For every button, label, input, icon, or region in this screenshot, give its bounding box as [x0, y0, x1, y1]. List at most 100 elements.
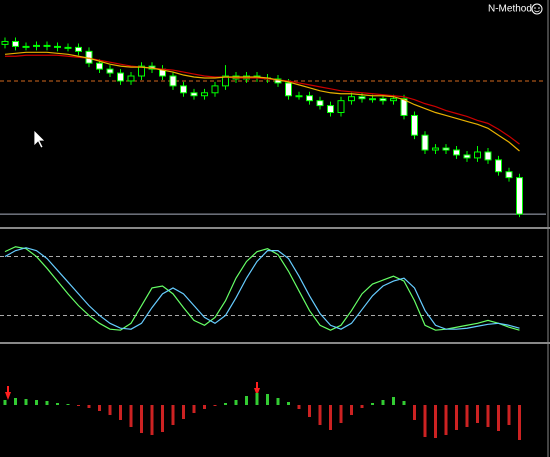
histogram-bar: [171, 405, 175, 425]
histogram-bar: [455, 405, 458, 430]
histogram-bar: [234, 400, 238, 405]
candle-body: [180, 85, 187, 94]
histogram-bar: [507, 405, 511, 425]
histogram-bar: [35, 400, 38, 405]
histogram-bar: [413, 405, 416, 420]
histogram-bar: [444, 405, 448, 435]
histogram-bar: [423, 405, 427, 437]
smiley-icon: [531, 3, 543, 15]
candle-body: [285, 82, 292, 97]
candle-body: [432, 147, 439, 151]
histogram-bar: [203, 405, 206, 409]
candle-body: [348, 96, 355, 102]
histogram-bar: [329, 405, 332, 430]
histogram-bar: [360, 405, 364, 408]
histogram-bar: [287, 402, 290, 405]
candle-body: [54, 45, 61, 48]
candle-body: [369, 98, 376, 101]
histogram-bar: [371, 403, 374, 405]
histogram-bar: [476, 405, 479, 423]
candle-body: [516, 177, 523, 215]
candle-body: [379, 98, 387, 102]
candle-body: [421, 134, 429, 151]
candle-body: [138, 65, 145, 77]
candle-body: [316, 100, 324, 107]
histogram-bar: [486, 405, 490, 427]
candle-body: [337, 100, 345, 114]
indicator-line: [5, 54, 520, 145]
candle-body: [390, 98, 397, 102]
candle-body: [75, 46, 82, 52]
histogram-bar: [3, 400, 7, 405]
candle-body: [358, 96, 366, 100]
candle-body: [400, 98, 408, 116]
candle-body: [211, 85, 219, 94]
candle-body: [64, 46, 72, 49]
mouse-cursor: [33, 129, 46, 149]
candle-body: [127, 75, 135, 82]
histogram-bar: [150, 405, 154, 435]
signal-arrow: [254, 382, 260, 396]
candle-body: [295, 95, 303, 98]
histogram-bar: [140, 405, 143, 433]
candle-body: [190, 92, 198, 97]
histogram-bar: [308, 405, 311, 417]
candle-body: [474, 151, 481, 159]
candle-body: [327, 105, 334, 114]
histogram-bar: [77, 405, 80, 406]
histogram-bar: [245, 396, 248, 405]
candle-body: [411, 114, 418, 136]
candle-body: [484, 151, 492, 161]
histogram-bar: [381, 400, 385, 405]
histogram-bar: [182, 405, 185, 419]
histogram-bar: [276, 398, 280, 405]
histogram-bar: [14, 398, 17, 405]
candle-body: [12, 40, 19, 47]
histogram-bar: [213, 405, 217, 406]
histogram-bar: [161, 405, 164, 432]
histogram-bar: [108, 405, 112, 415]
histogram-bar: [392, 397, 395, 405]
candle-body: [442, 147, 450, 151]
histogram-bar: [497, 405, 500, 431]
histogram-bar: [339, 405, 343, 423]
candle-body: [22, 45, 30, 48]
candle-body: [117, 72, 124, 82]
histogram-bar: [297, 405, 301, 409]
candle-body: [201, 92, 208, 97]
histogram-bar: [434, 405, 437, 438]
indicator-label: N-Method: [488, 4, 532, 15]
histogram-bar: [518, 405, 521, 440]
signal-arrow: [5, 386, 11, 400]
histogram-bar: [192, 405, 196, 413]
histogram-bar: [255, 393, 259, 405]
histogram-bar: [45, 401, 49, 405]
histogram-bar: [224, 403, 227, 405]
candle-body: [453, 149, 460, 156]
histogram-bar: [465, 405, 469, 427]
candle-body: [306, 95, 313, 102]
candle-body: [33, 44, 40, 47]
histogram-bar: [402, 401, 406, 405]
candle-body: [495, 159, 502, 173]
candle-body: [43, 44, 51, 47]
histogram-bar: [350, 405, 353, 415]
histogram-bar: [119, 405, 122, 420]
histogram-bar: [56, 403, 59, 405]
indicator-line: [4, 247, 520, 330]
candle-body: [505, 171, 513, 179]
candle-body: [169, 75, 177, 87]
indicator-line: [4, 246, 520, 331]
candle-body: [96, 62, 103, 70]
histogram-bar: [87, 405, 91, 408]
histogram-bar: [318, 405, 322, 425]
candle-body: [463, 154, 471, 159]
candle-body: [1, 40, 9, 45]
histogram-bar: [24, 399, 28, 405]
histogram-bar: [66, 404, 70, 405]
histogram-bar: [129, 405, 133, 427]
indicator-line: [4, 51, 520, 152]
candle-body: [222, 75, 229, 87]
candle-body: [106, 68, 114, 74]
